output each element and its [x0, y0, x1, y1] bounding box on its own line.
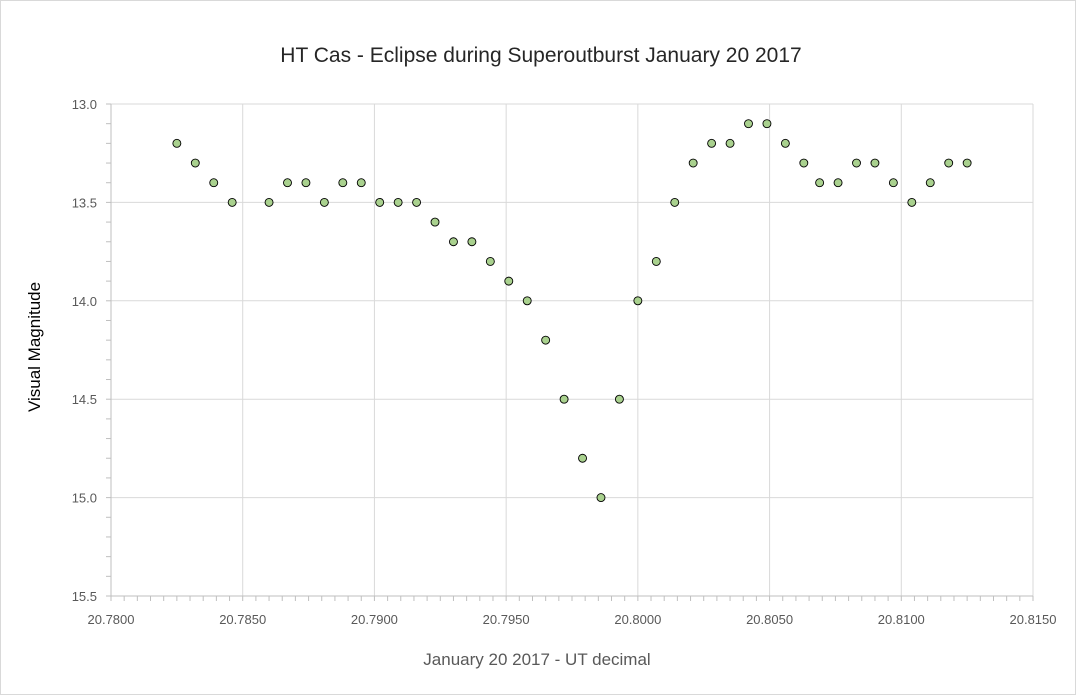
y-tick-label: 15.0 [72, 491, 97, 506]
x-tick-label: 20.7800 [88, 612, 135, 627]
x-tick-label: 20.8000 [614, 612, 661, 627]
data-point [762, 119, 772, 129]
data-point [412, 197, 422, 207]
y-tick-labels: 13.0 13.5 14.0 14.5 15.0 15.5 [72, 97, 97, 604]
data-point [283, 178, 292, 188]
data-point [559, 394, 569, 404]
data-point [172, 138, 182, 148]
data-point [467, 237, 477, 247]
data-point [633, 296, 643, 306]
data-point [393, 197, 403, 207]
data-point [725, 138, 735, 148]
data-point [799, 158, 809, 168]
data-point [596, 493, 606, 503]
y-tick-label: 14.0 [72, 294, 97, 309]
data-point [870, 158, 880, 168]
gridlines [111, 103, 1034, 597]
x-tick-label: 20.8150 [1010, 612, 1057, 627]
data-point [449, 237, 458, 247]
data-point [485, 256, 495, 266]
data-point [815, 178, 825, 188]
x-tick-label: 20.7950 [483, 612, 530, 627]
x-axis-title: January 20 2017 - UT decimal [423, 650, 650, 669]
data-point [504, 276, 514, 286]
data-point [541, 335, 551, 345]
data-point [301, 178, 311, 188]
data-point [962, 158, 972, 168]
x-tick-label: 20.7900 [351, 612, 398, 627]
data-point [944, 158, 954, 168]
x-tick-label: 20.8100 [878, 612, 925, 627]
data-point [707, 138, 717, 148]
data-point [651, 256, 661, 266]
data-point [852, 158, 861, 168]
data-point [670, 197, 680, 207]
data-points [172, 119, 972, 503]
data-point [338, 178, 348, 188]
data-point [264, 197, 274, 207]
data-point [375, 197, 385, 207]
data-point [780, 138, 790, 148]
data-point [227, 197, 237, 207]
x-tick-labels: 20.7800 20.7850 20.7900 20.7950 20.8000 20.80… [88, 612, 1057, 627]
data-point [356, 178, 366, 188]
y-tick-label: 14.5 [72, 392, 97, 407]
data-point [888, 178, 898, 188]
y-axis-title: Visual Magnitude [25, 282, 44, 412]
axes [106, 103, 1034, 601]
data-point [430, 217, 440, 227]
data-point [744, 119, 753, 129]
x-tick-label: 20.8050 [746, 612, 793, 627]
y-tick-label: 15.5 [72, 589, 97, 604]
data-point [833, 178, 843, 188]
x-tick-label: 20.7850 [219, 612, 266, 627]
y-tick-label: 13.5 [72, 195, 97, 210]
y-tick-label: 13.0 [72, 97, 97, 112]
data-point [209, 178, 219, 188]
data-point [614, 394, 624, 404]
chart-title: HT Cas - Eclipse during Superoutburst Ja… [280, 44, 801, 67]
data-point [190, 158, 200, 168]
data-point [907, 197, 917, 207]
data-point [319, 197, 329, 207]
data-point [688, 158, 698, 168]
data-point [578, 453, 587, 463]
data-point [522, 296, 532, 306]
data-point [925, 178, 935, 188]
